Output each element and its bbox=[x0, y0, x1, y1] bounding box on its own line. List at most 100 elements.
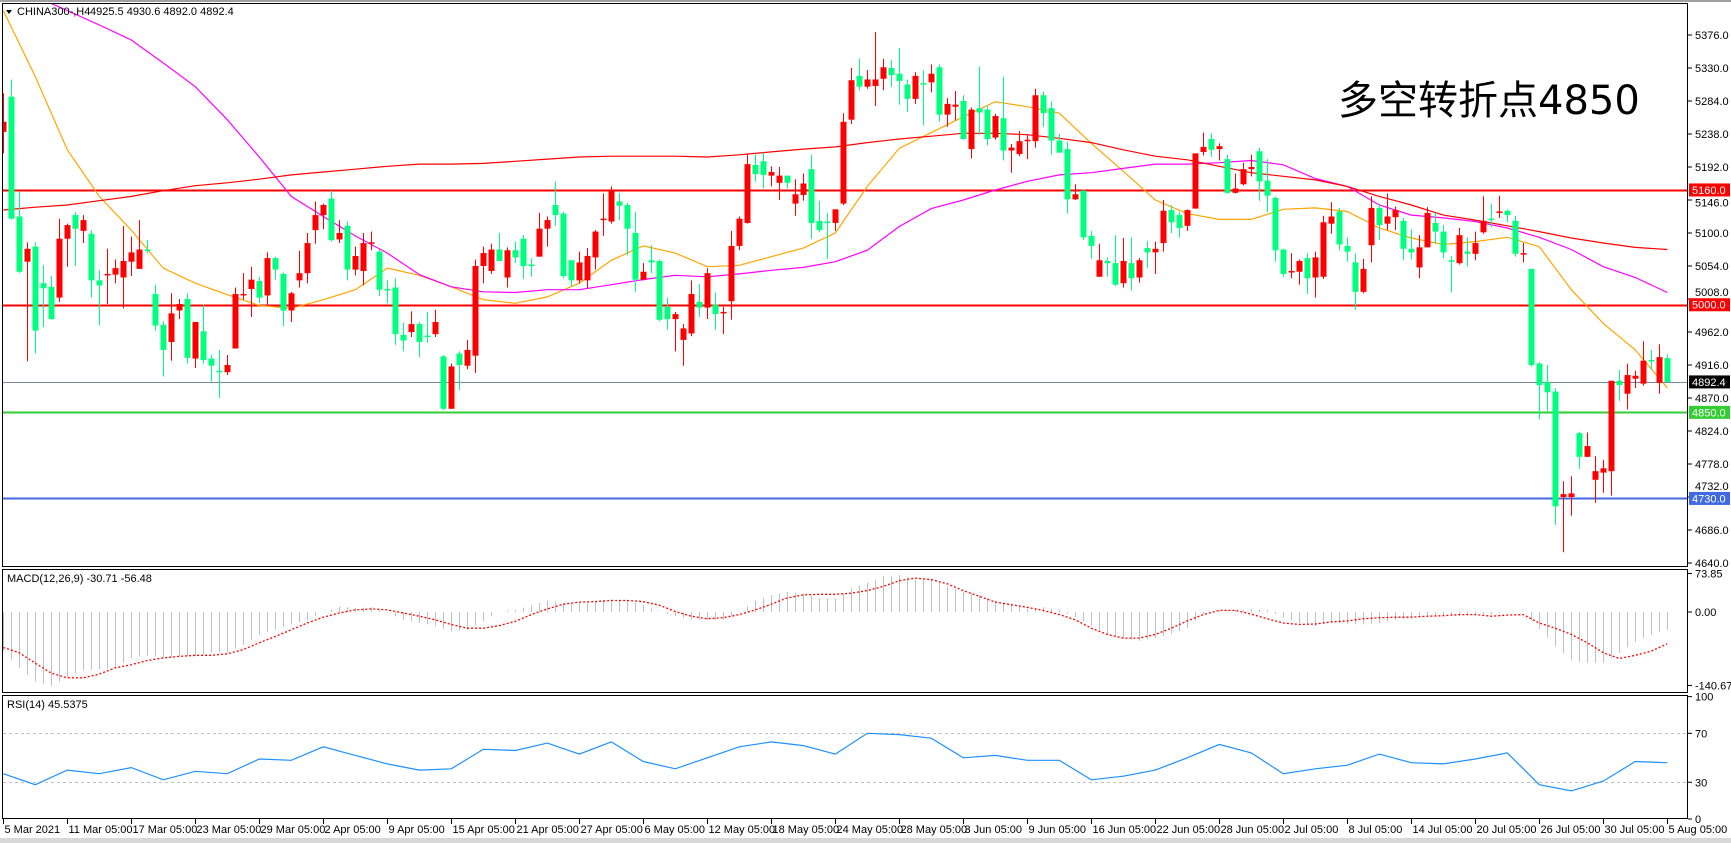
candle-body bbox=[1232, 188, 1239, 193]
candle-body bbox=[1056, 140, 1063, 153]
candle-body bbox=[376, 251, 383, 290]
candle bbox=[136, 220, 143, 269]
candle-body bbox=[528, 264, 535, 267]
candle bbox=[800, 173, 807, 201]
level-price-tag-label: 5000.0 bbox=[1692, 300, 1726, 312]
candle-body bbox=[1144, 248, 1151, 253]
candle bbox=[1040, 91, 1047, 127]
candle bbox=[1592, 456, 1599, 503]
candle-body bbox=[1168, 210, 1175, 223]
candle-body bbox=[368, 242, 375, 244]
chart-menu-triangle-icon[interactable] bbox=[6, 10, 12, 14]
ma-mid-line bbox=[51, 4, 1668, 294]
time-axis-label: 27 Apr 05:00 bbox=[581, 824, 643, 836]
candle-body bbox=[16, 216, 23, 272]
candle-body bbox=[24, 248, 31, 262]
candle-body bbox=[448, 366, 455, 409]
candle bbox=[64, 223, 71, 267]
candle bbox=[864, 70, 871, 89]
candle bbox=[1408, 229, 1415, 260]
candle bbox=[1352, 253, 1359, 310]
candle-body bbox=[480, 253, 487, 267]
candle-body bbox=[600, 218, 607, 221]
time-axis-label: 28 Jun 05:00 bbox=[1221, 824, 1285, 836]
annotation-text: 多空转折点4850 bbox=[1338, 78, 1640, 124]
price-tick-label: 4870.0 bbox=[1695, 393, 1729, 405]
candle-body bbox=[808, 169, 815, 223]
candle-body bbox=[1600, 468, 1607, 473]
candle bbox=[128, 236, 135, 277]
candle bbox=[1128, 237, 1135, 291]
candle bbox=[1632, 370, 1639, 388]
candle bbox=[216, 349, 223, 399]
candle bbox=[1440, 225, 1447, 259]
candle bbox=[872, 32, 879, 107]
time-axis-label: 28 May 05:00 bbox=[901, 824, 968, 836]
candle-body bbox=[1376, 207, 1383, 226]
candle bbox=[1320, 215, 1327, 279]
candle-body bbox=[512, 250, 519, 258]
candle bbox=[400, 322, 407, 352]
time-axis-label: 20 Jul 05:00 bbox=[1477, 824, 1537, 836]
candle-body bbox=[1584, 446, 1591, 457]
candle bbox=[1664, 354, 1671, 383]
candle-body bbox=[344, 225, 351, 270]
candle bbox=[1328, 202, 1335, 234]
candle-body bbox=[112, 268, 119, 275]
time-axis-label: 5 Mar 2021 bbox=[5, 824, 61, 836]
candle bbox=[328, 190, 335, 242]
candle-body bbox=[1512, 220, 1519, 254]
candle-body bbox=[912, 75, 919, 99]
candle-body bbox=[1096, 260, 1103, 277]
candle bbox=[680, 324, 687, 366]
time-axis-label: 9 Jun 05:00 bbox=[1029, 824, 1087, 836]
candle bbox=[880, 58, 887, 91]
candle bbox=[704, 268, 711, 320]
candle-body bbox=[664, 306, 671, 320]
candle bbox=[1072, 184, 1079, 201]
price-tick-label: 4778.0 bbox=[1695, 459, 1729, 471]
candle-body bbox=[1640, 360, 1647, 384]
candle-body bbox=[200, 331, 207, 360]
candle-body bbox=[1480, 220, 1487, 233]
price-tick-label: 5008.0 bbox=[1695, 287, 1729, 299]
candle-body bbox=[1296, 260, 1303, 272]
candle bbox=[344, 221, 351, 281]
candle-body bbox=[1352, 262, 1359, 292]
candle bbox=[224, 354, 231, 376]
candle-body bbox=[1072, 194, 1079, 200]
candle bbox=[1272, 196, 1279, 262]
candle bbox=[320, 203, 327, 230]
time-axis-label: 21 Apr 05:00 bbox=[517, 824, 579, 836]
candle bbox=[248, 266, 255, 317]
candle bbox=[1008, 144, 1015, 173]
candle-body bbox=[1648, 359, 1655, 362]
rsi-axis-label: 0 bbox=[1695, 814, 1701, 826]
candle bbox=[672, 311, 679, 352]
candle-body bbox=[1216, 146, 1223, 150]
candle bbox=[1576, 431, 1583, 470]
candle-body bbox=[1544, 382, 1551, 393]
candle bbox=[256, 276, 263, 304]
candle bbox=[1488, 203, 1495, 228]
price-tick-label: 5238.0 bbox=[1695, 129, 1729, 141]
candle bbox=[1496, 195, 1503, 218]
time-axis-label: 18 May 05:00 bbox=[773, 824, 840, 836]
candle bbox=[80, 215, 87, 244]
candle bbox=[1168, 205, 1175, 234]
candle bbox=[120, 225, 127, 309]
rsi-panel-frame bbox=[2, 695, 1688, 819]
candle bbox=[928, 64, 935, 93]
candle bbox=[1152, 241, 1159, 274]
candle-body bbox=[1264, 180, 1271, 196]
candle-body bbox=[136, 249, 143, 269]
candle-body bbox=[1208, 139, 1215, 150]
candle bbox=[96, 270, 103, 326]
candle-body bbox=[1280, 249, 1287, 274]
candle-body bbox=[976, 108, 983, 113]
candle bbox=[1608, 380, 1615, 496]
level-price-tag-label: 5160.0 bbox=[1692, 185, 1726, 197]
candle bbox=[1616, 370, 1623, 401]
